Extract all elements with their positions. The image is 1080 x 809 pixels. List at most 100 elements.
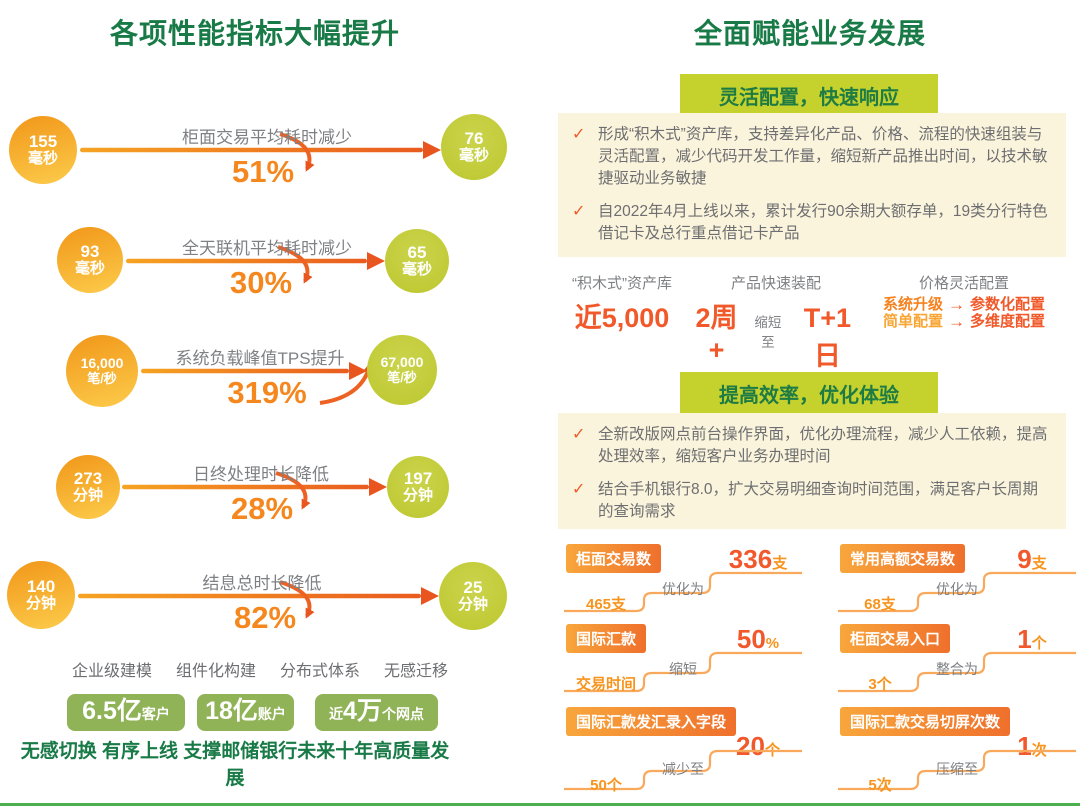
metric-label: 系统负载峰值TPS提升 xyxy=(175,349,345,368)
metric-label: 柜面交易平均耗时减少 xyxy=(182,128,352,147)
new-number: 50 xyxy=(736,624,766,654)
before-unit: 笔/秒 xyxy=(87,370,117,386)
metric-label: 结息总时长降低 xyxy=(202,574,322,593)
after-unit: 分钟 xyxy=(402,487,433,505)
after-unit: 毫秒 xyxy=(401,261,432,279)
stat-value: 近5,000 xyxy=(574,303,670,333)
step-old-value: 5次 xyxy=(868,777,892,794)
stat-label: 产品快速装配 xyxy=(730,275,821,292)
after-value: 197 xyxy=(403,469,433,489)
metric-label: 全天联机平均耗时减少 xyxy=(182,239,352,258)
new-unit: 个 xyxy=(1031,635,1047,652)
feature-item: 企业级建模 xyxy=(71,663,152,680)
step-chart-counter-transactions: 柜面交易数 336支 优化为 465支 xyxy=(562,542,804,624)
check-icon: ✓ xyxy=(572,203,586,220)
step-chart-remittance-screens: 国际汇款交易切屏次数 1次 压缩至 5次 xyxy=(836,705,1080,794)
step-transition: 优化为 xyxy=(662,581,704,597)
after-unit: 毫秒 xyxy=(458,147,489,165)
before-circle: 273 分钟 xyxy=(56,455,120,519)
stat-label: 价格灵活配置 xyxy=(918,275,1009,292)
stat-asset-library: “积木式”资产库 近5,000 xyxy=(558,272,686,335)
check-icon: ✓ xyxy=(572,426,586,443)
new-number: 20 xyxy=(736,731,765,761)
after-value: 67,000 xyxy=(380,353,424,370)
before-unit: 分钟 xyxy=(72,487,103,505)
badge-prefix: 近 xyxy=(329,706,344,722)
bottom-divider xyxy=(0,803,1080,806)
customers-badge: 6.5亿 客户 xyxy=(67,694,185,731)
step-chart-counter-entry: 柜面交易入口 1个 整合为 3个 xyxy=(836,622,1078,704)
banner-efficiency: 提高效率，优化体验 xyxy=(680,372,938,415)
metric-row-online-time: 93 毫秒 全天联机平均耗时减少 30% 65 毫秒 xyxy=(0,201,540,321)
stat-from: 2周+ xyxy=(695,303,738,365)
metric-row-eod: 273 分钟 日终处理时长降低 28% 197 分钟 xyxy=(0,427,540,547)
arrow-head-icon xyxy=(369,478,387,496)
after-value: 76 xyxy=(464,129,484,149)
step-new-value: 20个 xyxy=(710,731,806,762)
stat-to: T+1日 xyxy=(803,303,852,371)
badge-number: 18亿 xyxy=(205,697,258,725)
after-circle: 67,000 笔/秒 xyxy=(367,335,437,405)
left-footer-note: 无感切换 有序上线 支撑邮储银行未来十年高质量发展 xyxy=(20,741,450,789)
step-badge: 国际汇款发汇录入字段 xyxy=(566,707,737,736)
flexible-config-box: ✓ 形成“积木式”资产库，支持差异化产品、价格、流程的快速组装与灵活配置，减少代… xyxy=(558,113,1066,257)
step-chart-remittance-fields: 国际汇款发汇录入字段 20个 减少至 50个 xyxy=(562,705,806,794)
before-circle: 93 毫秒 xyxy=(57,227,123,293)
before-value: 16,000 xyxy=(80,354,124,371)
stat-label: “积木式”资产库 xyxy=(572,275,672,292)
after-value: 65 xyxy=(407,243,427,263)
stat-value: 2周+ 缩短至 T+1日 xyxy=(688,296,864,373)
arrow-line xyxy=(141,368,349,374)
stat-product-assembly: 产品快速装配 2周+ 缩短至 T+1日 xyxy=(688,272,864,373)
step-new-value: 1次 xyxy=(984,731,1080,762)
badge-unit: 客户 xyxy=(141,706,170,722)
config-from: 简单配置 xyxy=(882,313,943,330)
metric-label: 日终处理时长降低 xyxy=(193,465,329,484)
step-transition: 压缩至 xyxy=(936,761,978,777)
after-circle: 65 毫秒 xyxy=(385,229,449,293)
accounts-badge: 18亿 账户 xyxy=(197,694,294,731)
staircase-graphic xyxy=(564,749,802,791)
staircase-graphic xyxy=(838,571,1076,613)
bullet-item: ✓ 形成“积木式”资产库，支持差异化产品、价格、流程的快速组装与灵活配置，减少代… xyxy=(572,124,1050,190)
step-new-value: 336支 xyxy=(710,544,806,575)
before-circle: 155 毫秒 xyxy=(9,116,77,184)
after-unit: 笔/秒 xyxy=(387,369,417,385)
staircase-line xyxy=(838,571,1076,613)
stat-mid: 缩短至 xyxy=(754,315,782,350)
metric-percent: 51% xyxy=(231,154,295,189)
metric-percent: 28% xyxy=(230,491,294,526)
outlets-badge: 近 4万 个网点 xyxy=(315,694,438,731)
step-old-value: 3个 xyxy=(868,676,892,693)
after-value: 25 xyxy=(463,578,483,598)
staircase-line xyxy=(564,651,802,693)
efficiency-box: ✓ 全新改版网点前台操作界面，优化办理流程，减少人工依赖，提高处理效率，缩短客户… xyxy=(558,413,1066,529)
staircase-line xyxy=(564,749,802,791)
new-unit: % xyxy=(765,635,780,652)
bullet-text: 自2022年4月上线以来，累计发行90余期大额存单，19类分行特色借记卡及总行重… xyxy=(598,203,1048,242)
config-to: 多维度配置 xyxy=(970,313,1046,330)
step-transition: 减少至 xyxy=(662,761,704,777)
right-panel-title: 全面赋能业务发展 xyxy=(693,18,926,49)
step-new-value: 9支 xyxy=(984,544,1080,575)
staircase-graphic xyxy=(838,651,1076,693)
metric-arrow-graphic xyxy=(122,471,387,510)
config-from: 系统升级 xyxy=(882,296,943,313)
before-value: 140 xyxy=(26,577,56,597)
after-circle: 76 毫秒 xyxy=(441,114,507,180)
bullet-text: 全新改版网点前台操作界面，优化办理流程，减少人工依赖，提高处理效率，缩短客户业务… xyxy=(598,426,1048,465)
bullet-text: 结合手机银行8.0，扩大交易明细查询时间范围，满足客户长周期的查询需求 xyxy=(598,481,1039,520)
badge-unit: 个网点 xyxy=(381,706,424,722)
step-badge: 常用高额交易数 xyxy=(840,544,966,573)
badge-number: 4万 xyxy=(343,697,382,725)
right-arrow-icon: → xyxy=(948,295,965,314)
bullet-text: 形成“积木式”资产库，支持差异化产品、价格、流程的快速组装与灵活配置，减少代码开… xyxy=(598,126,1048,187)
arrow-line xyxy=(122,484,369,490)
before-value: 155 xyxy=(28,132,58,152)
bullet-item: ✓ 结合手机银行8.0，扩大交易明细查询时间范围，满足客户长周期的查询需求 xyxy=(572,479,1050,523)
bullet-item: ✓ 全新改版网点前台操作界面，优化办理流程，减少人工依赖，提高处理效率，缩短客户… xyxy=(572,424,1050,468)
new-number: 1 xyxy=(1017,731,1032,761)
step-new-value: 50% xyxy=(710,624,806,655)
arrow-line xyxy=(80,147,423,153)
before-value: 93 xyxy=(80,242,100,262)
